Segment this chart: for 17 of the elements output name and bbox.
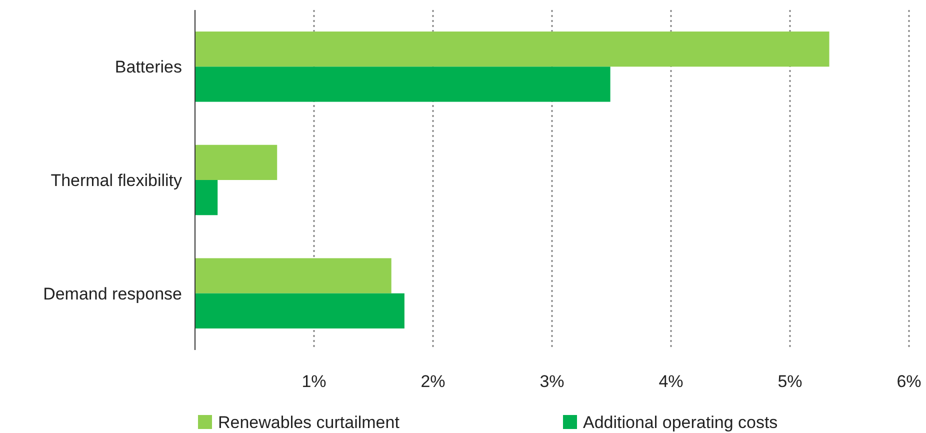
x-tick-label: 6% — [896, 372, 922, 392]
y-tick-label: Thermal flexibility — [50, 170, 182, 190]
y-tick-label: Demand response — [43, 284, 182, 304]
bar — [195, 180, 218, 216]
y-tick-label: Batteries — [114, 58, 182, 77]
bar — [195, 258, 392, 294]
legend-label: Renewables curtailment — [218, 412, 400, 432]
bar — [195, 293, 404, 328]
x-tick-label: 5% — [778, 372, 802, 392]
bar — [195, 32, 830, 67]
x-tick-label: 3% — [540, 372, 564, 392]
legend-label: Additional operating costs — [583, 412, 778, 432]
bar — [195, 144, 278, 180]
bar — [195, 66, 610, 102]
x-tick-label: 2% — [420, 372, 446, 392]
x-tick-label: 1% — [302, 372, 326, 392]
x-tick-label: 4% — [658, 372, 684, 392]
